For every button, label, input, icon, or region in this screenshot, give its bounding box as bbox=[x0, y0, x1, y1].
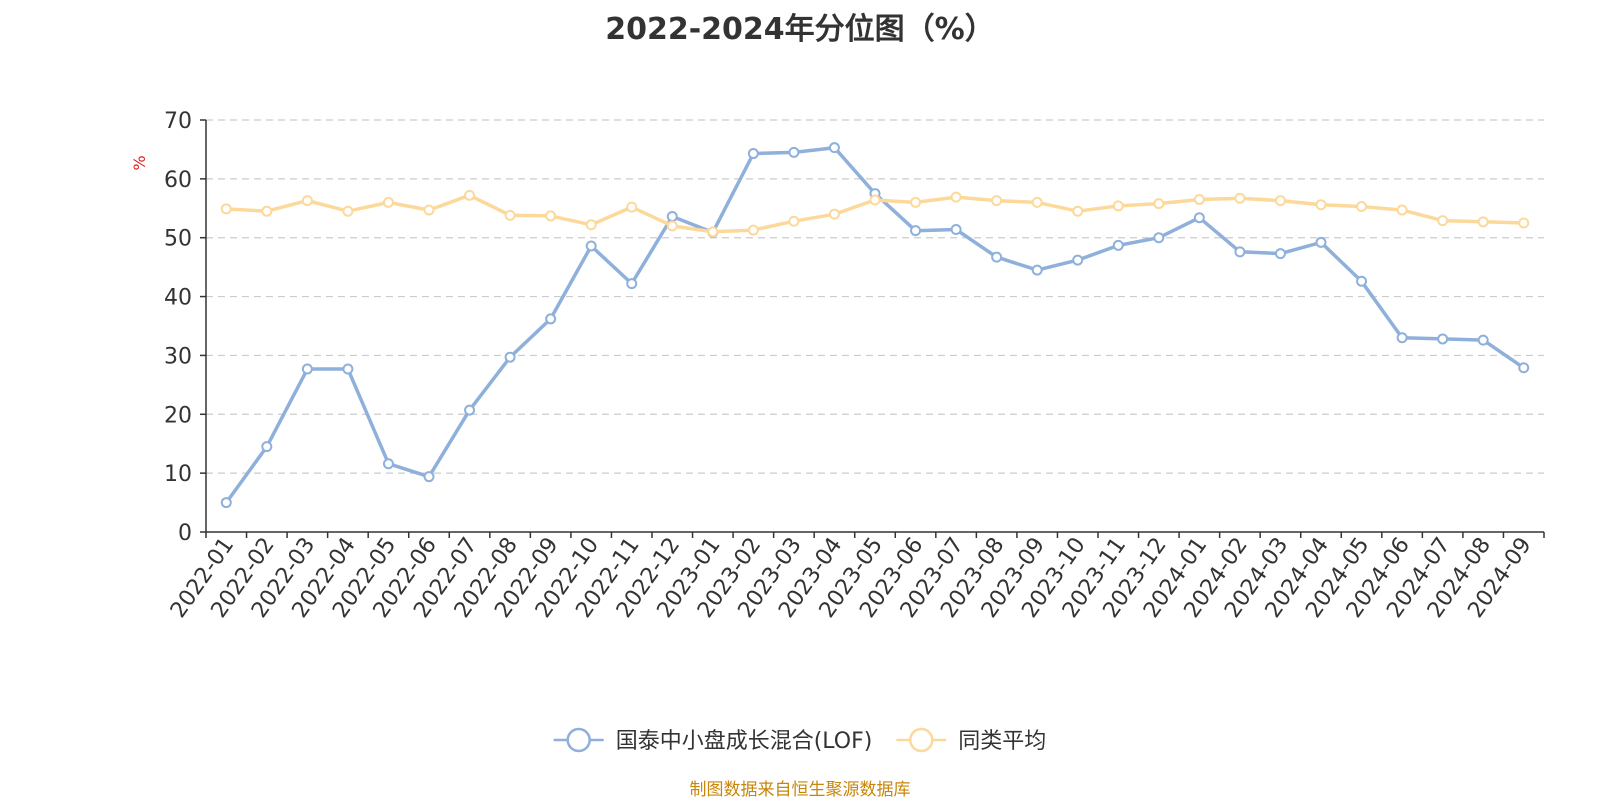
y-tick-label: 10 bbox=[164, 462, 192, 487]
data-point bbox=[1396, 332, 1408, 344]
data-point bbox=[1072, 205, 1084, 217]
data-point bbox=[910, 225, 922, 237]
data-point bbox=[464, 189, 476, 201]
legend[interactable]: 国泰中小盘成长混合(LOF) 同类平均 bbox=[553, 727, 1047, 754]
data-point bbox=[788, 215, 800, 227]
data-point bbox=[261, 205, 273, 217]
data-point bbox=[301, 363, 313, 375]
data-point bbox=[666, 220, 678, 232]
data-point bbox=[1396, 204, 1408, 216]
y-tick-label: 0 bbox=[178, 521, 192, 546]
data-point bbox=[869, 194, 881, 206]
data-point bbox=[545, 210, 557, 222]
y-tick-label: 30 bbox=[164, 344, 192, 369]
series-2 bbox=[220, 189, 1530, 238]
data-point bbox=[1234, 192, 1246, 204]
data-point bbox=[1274, 248, 1286, 260]
y-tick-label: 50 bbox=[164, 227, 192, 252]
data-point bbox=[423, 471, 435, 483]
legend-marker bbox=[909, 727, 934, 753]
data-point bbox=[1315, 199, 1327, 211]
data-point bbox=[220, 497, 232, 509]
series-1 bbox=[220, 142, 1530, 509]
series-lines bbox=[220, 142, 1530, 509]
data-point bbox=[991, 195, 1003, 207]
data-point bbox=[1193, 193, 1205, 205]
data-point bbox=[1356, 201, 1368, 213]
data-point bbox=[342, 205, 354, 217]
data-point bbox=[1477, 334, 1489, 346]
data-point bbox=[1031, 264, 1043, 276]
y-tick-label: 60 bbox=[164, 168, 192, 193]
data-point bbox=[1031, 196, 1043, 208]
data-point bbox=[1112, 200, 1124, 212]
data-point bbox=[301, 195, 313, 207]
data-point bbox=[950, 191, 962, 203]
legend-item-2[interactable]: 同类平均 bbox=[896, 727, 1046, 754]
data-point bbox=[423, 204, 435, 216]
data-point bbox=[1153, 198, 1165, 210]
axes: 0102030405060702022-012022-022022-032022… bbox=[164, 109, 1545, 623]
data-point bbox=[1437, 215, 1449, 227]
data-point bbox=[261, 441, 273, 453]
legend-item-1[interactable]: 国泰中小盘成长混合(LOF) bbox=[553, 727, 873, 754]
data-point bbox=[342, 363, 354, 375]
data-point bbox=[382, 458, 394, 470]
data-point bbox=[1234, 246, 1246, 258]
data-point bbox=[626, 278, 638, 290]
grid-lines bbox=[206, 119, 1544, 474]
data-point bbox=[828, 142, 840, 154]
data-point bbox=[1112, 239, 1124, 251]
data-point bbox=[950, 223, 962, 235]
data-point bbox=[382, 196, 394, 208]
data-point bbox=[1315, 236, 1327, 248]
data-point bbox=[504, 209, 516, 221]
y-tick-label: 20 bbox=[164, 403, 192, 428]
data-point bbox=[220, 203, 232, 215]
data-point bbox=[828, 208, 840, 220]
data-point bbox=[707, 226, 719, 238]
data-point bbox=[504, 351, 516, 363]
data-point bbox=[464, 404, 476, 416]
data-point bbox=[1153, 232, 1165, 244]
data-point bbox=[1193, 212, 1205, 224]
data-point bbox=[1356, 275, 1368, 287]
y-axis-label: % bbox=[130, 155, 149, 170]
y-tick-label: 70 bbox=[164, 109, 192, 134]
data-point bbox=[626, 201, 638, 213]
data-point bbox=[1518, 217, 1530, 229]
data-point bbox=[1477, 216, 1489, 228]
y-tick-label: 40 bbox=[164, 286, 192, 311]
data-point bbox=[585, 219, 597, 231]
data-point bbox=[1518, 362, 1530, 374]
data-point bbox=[788, 146, 800, 158]
data-point bbox=[545, 313, 557, 325]
legend-label: 同类平均 bbox=[958, 729, 1046, 754]
data-point bbox=[910, 196, 922, 208]
data-point bbox=[1072, 254, 1084, 266]
data-point bbox=[747, 148, 759, 160]
data-point bbox=[1437, 333, 1449, 345]
legend-marker bbox=[566, 727, 591, 753]
legend-label: 国泰中小盘成长混合(LOF) bbox=[616, 729, 873, 754]
data-point bbox=[666, 211, 678, 223]
data-point bbox=[1274, 195, 1286, 207]
data-point bbox=[585, 240, 597, 252]
data-point bbox=[747, 224, 759, 236]
chart-title: 2022-2024年分位图（%） bbox=[605, 12, 995, 47]
source-note: 制图数据来自恒生聚源数据库 bbox=[689, 780, 911, 800]
data-point bbox=[991, 251, 1003, 263]
